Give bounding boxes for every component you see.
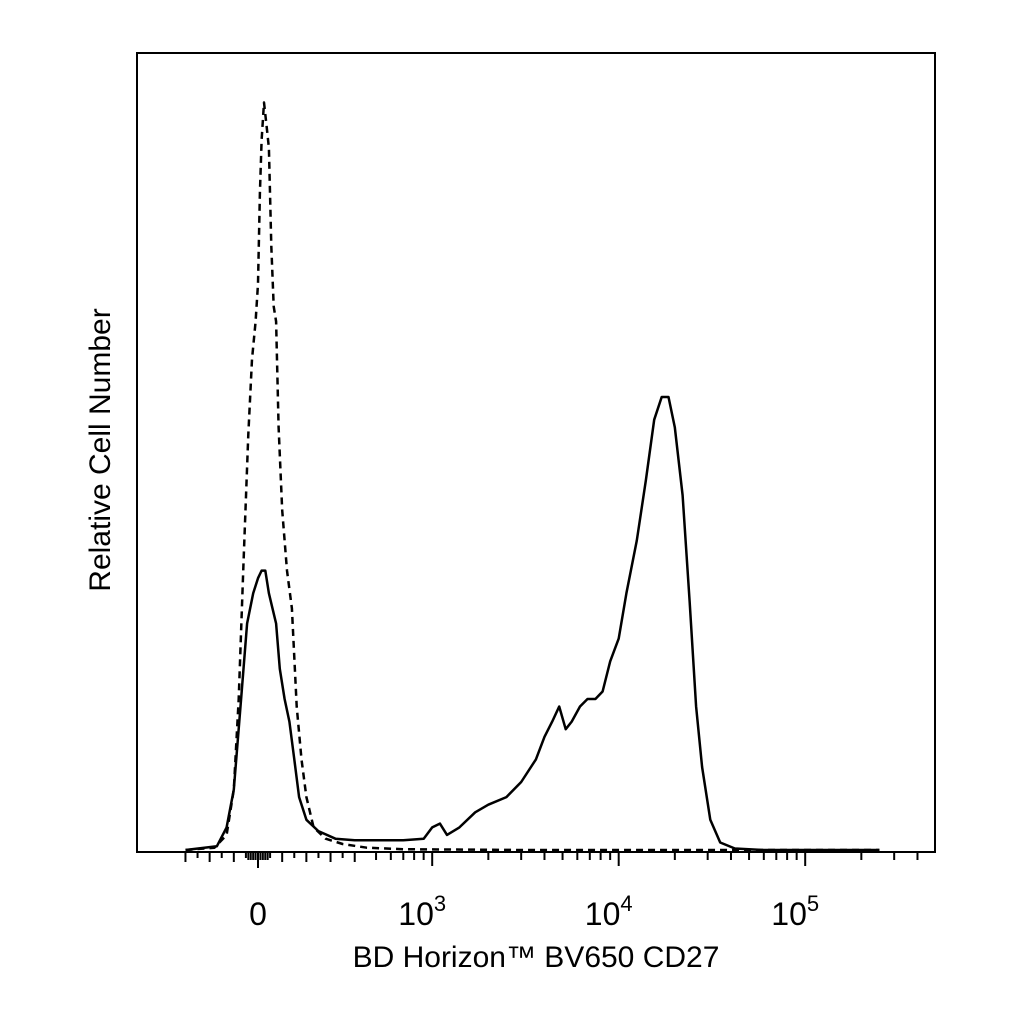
- y-axis-label: Relative Cell Number: [84, 308, 117, 591]
- x-axis-ticks: [184, 852, 919, 868]
- series-layer: [185, 101, 880, 852]
- x-tick-label: 0: [249, 896, 267, 932]
- x-tick-label: 103: [398, 891, 446, 932]
- plot-frame: [136, 52, 936, 853]
- x-tick-label: 104: [585, 891, 633, 932]
- x-tick-label: 105: [771, 891, 819, 932]
- x-axis-tick-labels: 0 103 104 105: [249, 891, 819, 932]
- series-line-solid: [185, 395, 880, 852]
- x-axis-label: BD Horizon™ BV650 CD27: [353, 941, 720, 974]
- series-line-dashed: [185, 101, 880, 852]
